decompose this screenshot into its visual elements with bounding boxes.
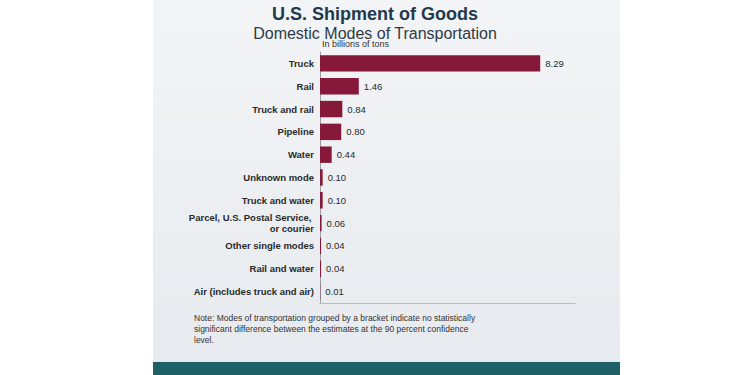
svg-text:8.29: 8.29 [545, 58, 564, 69]
svg-text:0.04: 0.04 [326, 263, 345, 274]
svg-text:Air (includes truck and air): Air (includes truck and air) [194, 286, 314, 297]
svg-text:0.10: 0.10 [328, 195, 347, 206]
svg-text:Rail: Rail [297, 81, 314, 92]
svg-text:significant difference between: significant difference between the estim… [194, 324, 471, 334]
svg-text:Note: Modes of transportation: Note: Modes of transportation grouped by… [194, 313, 478, 323]
svg-text:0.84: 0.84 [347, 104, 366, 115]
svg-text:Domestic Modes of Transportati: Domestic Modes of Transportation [253, 25, 497, 42]
svg-text:Pipeline: Pipeline [278, 126, 314, 137]
svg-text:U.S. Shipment of Goods: U.S. Shipment of Goods [272, 4, 478, 24]
svg-text:1.46: 1.46 [364, 81, 383, 92]
svg-text:level.: level. [194, 335, 214, 345]
svg-text:In billions of tons: In billions of tons [322, 38, 389, 49]
svg-text:Other single modes: Other single modes [225, 240, 314, 251]
svg-text:0.06: 0.06 [327, 218, 346, 229]
svg-text:0.01: 0.01 [325, 286, 344, 297]
svg-text:0.44: 0.44 [337, 149, 356, 160]
svg-text:Rail and water: Rail and water [250, 263, 315, 274]
svg-text:Unknown mode: Unknown mode [243, 172, 314, 183]
svg-text:Water: Water [288, 149, 314, 160]
svg-text:Truck and water: Truck and water [242, 195, 315, 206]
svg-text:0.10: 0.10 [328, 172, 347, 183]
svg-text:Parcel, U.S. Postal Service,: Parcel, U.S. Postal Service, [189, 212, 314, 223]
svg-text:Truck: Truck [289, 58, 315, 69]
svg-text:0.04: 0.04 [326, 240, 345, 251]
svg-text:0.80: 0.80 [346, 126, 365, 137]
svg-text:Truck and rail: Truck and rail [252, 104, 314, 115]
svg-text:or courier: or courier [270, 223, 315, 234]
